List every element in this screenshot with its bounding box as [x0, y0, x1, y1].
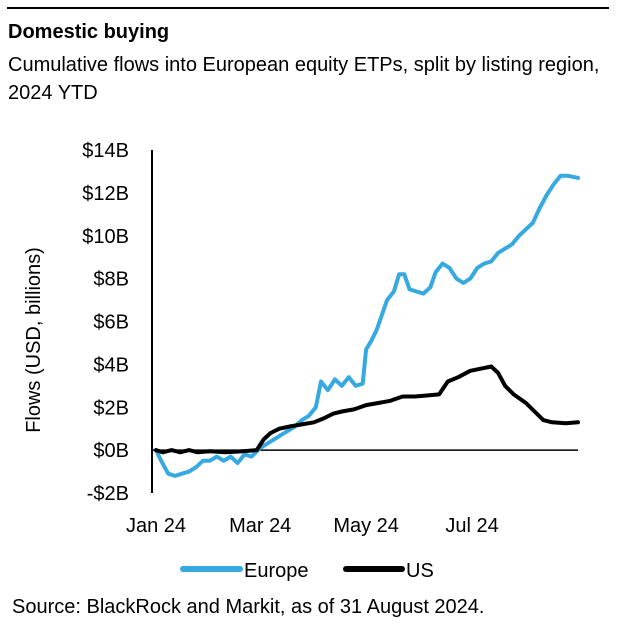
x-ticks: Jan 24 Mar 24 May 24 Jul 24	[126, 515, 499, 537]
x-tick-label: Jul 24	[445, 515, 498, 537]
x-tick-label: Mar 24	[229, 515, 291, 537]
y-axis-title: Flows (USD, billions)	[23, 247, 45, 433]
y-axis-label: Flows (USD, billions)	[23, 247, 45, 433]
source-note: Source: BlackRock and Markit, as of 31 A…	[12, 596, 485, 618]
y-tick-label: $2B	[93, 397, 129, 419]
chart-title: Domestic buying	[8, 21, 170, 43]
y-tick-label: $0B	[93, 440, 129, 462]
y-tick-label: $10B	[82, 226, 129, 248]
line-chart: Flows (USD, billions) -$2B $0B $2B $4B $6B $8…	[23, 140, 580, 582]
series-line-europe	[154, 173, 580, 478]
y-tick-label: $6B	[93, 312, 129, 334]
y-tick-label: $14B	[82, 140, 129, 162]
y-tick-label: $12B	[82, 183, 129, 205]
series-line-us	[154, 364, 580, 455]
legend-label-europe: Europe	[244, 560, 309, 582]
x-tick-label: Jan 24	[126, 515, 186, 537]
y-tick-label: $4B	[93, 354, 129, 376]
chart-subtitle: Cumulative flows into European equity ET…	[8, 54, 600, 104]
series-lines	[154, 173, 580, 478]
y-ticks: -$2B $0B $2B $4B $6B $8B $10B $12B $14B	[82, 140, 129, 505]
legend-label-us: US	[406, 560, 434, 582]
x-tick-label: May 24	[333, 515, 399, 537]
top-rule	[7, 7, 609, 9]
y-tick-label: $8B	[93, 269, 129, 291]
y-tick-label: -$2B	[87, 483, 129, 505]
legend: Europe US	[180, 560, 434, 582]
